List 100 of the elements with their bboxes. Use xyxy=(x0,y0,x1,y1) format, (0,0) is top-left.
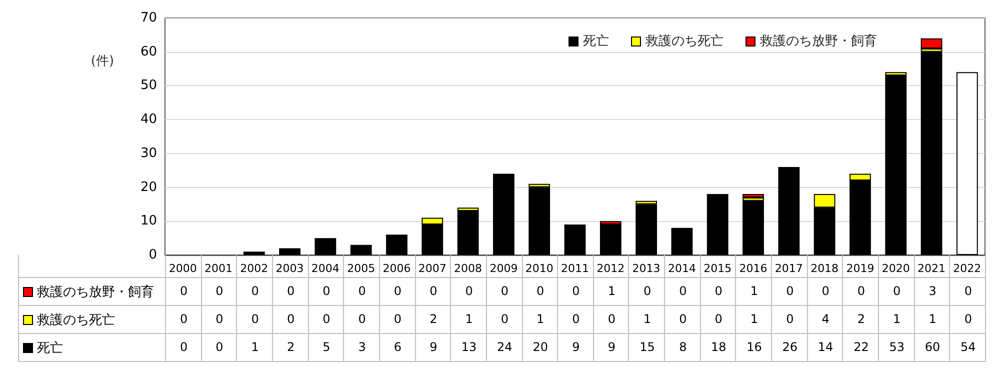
x-tick-label: 2020 xyxy=(882,262,910,275)
bar xyxy=(885,76,907,255)
data-label: 0 xyxy=(856,284,866,298)
bar xyxy=(742,194,764,198)
data-label: 15 xyxy=(638,340,656,354)
data-label: 0 xyxy=(286,284,296,298)
text: 救護のち死亡 xyxy=(37,313,115,328)
data-label: 0 xyxy=(322,312,332,326)
data-label: 1 xyxy=(536,312,546,326)
bar xyxy=(564,224,586,255)
text: 死亡 xyxy=(37,341,63,356)
data-label: 2 xyxy=(856,312,866,326)
data-label: 54 xyxy=(960,340,977,354)
x-tick-label: 2004 xyxy=(311,262,340,275)
data-label: 0 xyxy=(642,284,652,298)
data-label: 60 xyxy=(924,340,942,354)
data-label: 8 xyxy=(678,340,688,354)
bar xyxy=(671,228,693,255)
x-tick-label: 2021 xyxy=(918,262,946,275)
data-label: 0 xyxy=(606,312,616,326)
x-tick-label: 2012 xyxy=(596,262,625,275)
y-tick-label: 60 xyxy=(140,44,157,60)
bar xyxy=(706,194,728,255)
data-label: 0 xyxy=(322,284,332,298)
data-label: 3 xyxy=(357,340,367,354)
data-label: 0 xyxy=(678,284,688,298)
bar xyxy=(493,174,514,255)
x-tick-label: 2015 xyxy=(704,262,732,275)
data-label: 4 xyxy=(820,312,830,326)
data-label: 0 xyxy=(250,312,260,326)
data-label: 0 xyxy=(714,284,724,298)
y-tick-label: 20 xyxy=(140,180,157,195)
data-label: 0 xyxy=(500,312,510,326)
data-label: 13 xyxy=(460,340,478,354)
data-label: 0 xyxy=(714,312,724,326)
data-label: 0 xyxy=(571,284,581,298)
bar xyxy=(956,72,978,255)
data-label: 1 xyxy=(464,312,474,326)
x-tick-label: 2018 xyxy=(810,262,839,275)
data-label: 20 xyxy=(532,340,549,354)
data-label: 24 xyxy=(496,340,514,354)
data-label: 0 xyxy=(428,284,438,298)
data-label: 0 xyxy=(214,284,224,298)
y-axis-title: (件) xyxy=(90,54,114,69)
data-label: 0 xyxy=(214,340,224,354)
legend-label: 死亡 xyxy=(583,33,609,49)
bar xyxy=(920,38,942,48)
data-label: 9 xyxy=(428,340,438,354)
bar xyxy=(457,210,479,255)
x-tick-label: 2016 xyxy=(739,262,768,275)
bar xyxy=(920,52,942,255)
data-label: 53 xyxy=(888,340,906,354)
x-tick-label: 2001 xyxy=(204,262,232,275)
data-label: 0 xyxy=(820,284,830,298)
data-label: 0 xyxy=(464,284,474,298)
data-label: 0 xyxy=(785,312,795,326)
bar xyxy=(778,166,800,255)
data-label: 14 xyxy=(816,340,834,354)
data-label: 0 xyxy=(963,284,973,298)
text: 救護のち放野・飼育 xyxy=(37,285,154,300)
data-label: 0 xyxy=(536,284,546,298)
data-label: 1 xyxy=(928,312,938,326)
bar xyxy=(528,187,550,255)
y-tick-label: 30 xyxy=(140,146,157,161)
data-label: 0 xyxy=(785,284,795,298)
data-label: 0 xyxy=(963,312,973,326)
data-label: 1 xyxy=(606,284,616,298)
data-label: 0 xyxy=(392,284,403,298)
data-label: 16 xyxy=(746,340,763,354)
data-label: 0 xyxy=(179,340,189,354)
data-label: 0 xyxy=(678,312,688,326)
x-tick-label: 2002 xyxy=(240,262,268,275)
x-tick-label: 2013 xyxy=(632,262,660,275)
x-tick-label: 2007 xyxy=(418,262,446,275)
bar xyxy=(386,234,408,255)
bar xyxy=(742,200,764,255)
x-tick-label: 2008 xyxy=(454,262,482,275)
x-tick-label: 2011 xyxy=(561,262,589,275)
bar xyxy=(243,252,265,255)
data-label: 2 xyxy=(428,312,438,326)
data-label: 0 xyxy=(179,284,189,298)
data-label: 1 xyxy=(749,284,760,298)
data-label: 9 xyxy=(571,340,581,354)
data-label: 6 xyxy=(392,340,403,354)
data-label: 3 xyxy=(928,284,938,298)
y-tick-label: 10 xyxy=(140,214,157,229)
data-label: 1 xyxy=(749,312,760,326)
bar xyxy=(636,204,657,255)
y-tick-label: 0 xyxy=(148,248,157,262)
data-label: 0 xyxy=(250,284,260,298)
data-label: 0 xyxy=(286,312,296,326)
x-tick-label: 2005 xyxy=(347,262,376,275)
y-tick-label: 50 xyxy=(140,78,157,94)
y-tick-label: 40 xyxy=(140,112,157,128)
x-tick-label: 2022 xyxy=(953,262,982,275)
data-label: 2 xyxy=(286,340,296,354)
data-label: 9 xyxy=(606,340,616,354)
bar xyxy=(350,244,372,255)
legend-label: 救護のち放野・飼育 xyxy=(759,33,877,49)
data-label: 18 xyxy=(710,340,728,354)
